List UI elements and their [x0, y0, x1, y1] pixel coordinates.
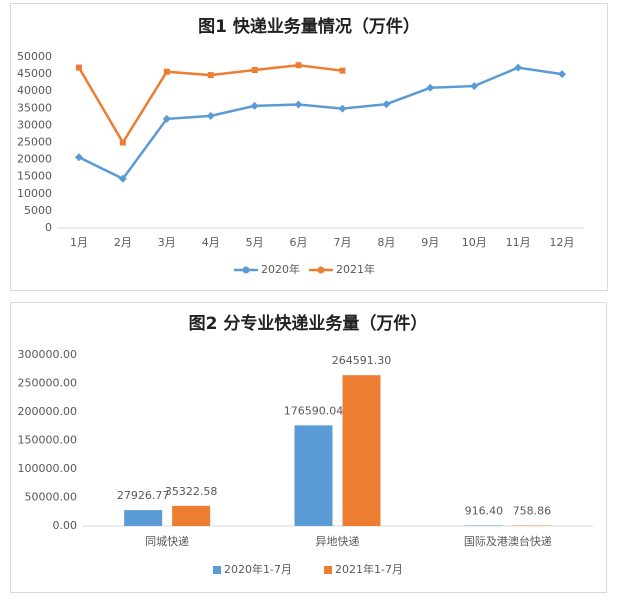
x-tick-label: 10月 — [462, 236, 487, 249]
marker — [426, 83, 435, 92]
legend-swatch — [242, 266, 250, 274]
x-tick-label: 11月 — [506, 236, 531, 249]
marker — [250, 101, 259, 110]
y-tick-label: 250000.00 — [18, 377, 78, 390]
y-tick-label: 200000.00 — [18, 405, 78, 418]
chart-frame — [10, 3, 608, 291]
marker — [162, 114, 171, 123]
marker — [75, 64, 82, 71]
legend-swatch — [324, 566, 332, 574]
legend-swatch — [317, 266, 325, 274]
x-tick-label: 8月 — [377, 236, 395, 249]
y-tick-label: 50000.00 — [25, 491, 78, 504]
x-tick-label: 6月 — [290, 236, 308, 249]
data-label: 35322.58 — [165, 485, 218, 498]
legend-label: 2021年 — [336, 262, 375, 276]
y-tick-label: 10000 — [17, 187, 52, 200]
marker — [118, 174, 127, 183]
x-tick-label: 9月 — [421, 236, 439, 249]
marker — [251, 66, 258, 73]
bar — [294, 425, 333, 526]
data-label: 758.86 — [513, 505, 552, 518]
bar — [172, 505, 211, 526]
data-label: 264591.30 — [332, 354, 392, 367]
data-label: 916.40 — [465, 504, 504, 517]
marker — [206, 111, 215, 120]
legend-label: 2020年 — [261, 262, 300, 276]
x-tick-label: 同城快递 — [145, 534, 189, 548]
marker — [558, 70, 567, 79]
x-tick-label: 12月 — [550, 236, 575, 249]
marker — [338, 104, 347, 113]
marker — [470, 82, 479, 91]
x-tick-label: 国际及港澳台快递 — [464, 534, 552, 548]
y-tick-label: 300000.00 — [18, 348, 78, 361]
y-tick-label: 25000 — [17, 136, 52, 149]
bar — [464, 525, 503, 526]
y-tick-label: 50000 — [17, 50, 52, 63]
y-tick-label: 20000 — [17, 153, 52, 166]
marker — [74, 153, 83, 162]
x-tick-label: 7月 — [333, 236, 351, 249]
y-tick-label: 150000.00 — [18, 434, 78, 447]
legend-label: 2021年1-7月 — [335, 562, 403, 576]
legend-label: 2020年1-7月 — [224, 562, 292, 576]
y-tick-label: 30000 — [17, 118, 52, 131]
marker — [163, 68, 170, 75]
y-tick-label: 35000 — [17, 101, 52, 114]
chart-title: 图2 分专业快递业务量（万件） — [189, 313, 428, 334]
y-tick-label: 15000 — [17, 170, 52, 183]
data-label: 27926.77 — [117, 489, 170, 502]
bar — [342, 375, 381, 526]
marker — [119, 139, 126, 146]
y-tick-label: 45000 — [17, 67, 52, 80]
y-tick-label: 0.00 — [53, 519, 78, 532]
x-tick-label: 2月 — [114, 236, 132, 249]
y-tick-label: 40000 — [17, 84, 52, 97]
marker — [339, 67, 346, 74]
legend-swatch — [213, 566, 221, 574]
x-tick-label: 4月 — [202, 236, 220, 249]
chart-title: 图1 快递业务量情况（万件） — [198, 16, 420, 37]
x-tick-label: 1月 — [70, 236, 88, 249]
y-tick-label: 5000 — [24, 204, 52, 217]
line — [78, 66, 563, 181]
x-tick-label: 5月 — [246, 236, 264, 249]
marker — [382, 100, 391, 109]
x-tick-label: 异地快递 — [316, 534, 360, 548]
marker — [294, 100, 303, 109]
marker — [514, 63, 523, 72]
x-tick-label: 3月 — [158, 236, 176, 249]
data-label: 176590.04 — [284, 404, 344, 417]
marker — [207, 72, 214, 79]
y-tick-label: 0 — [45, 221, 52, 234]
y-tick-label: 100000.00 — [18, 462, 78, 475]
bar — [124, 510, 163, 526]
marker — [295, 62, 302, 69]
